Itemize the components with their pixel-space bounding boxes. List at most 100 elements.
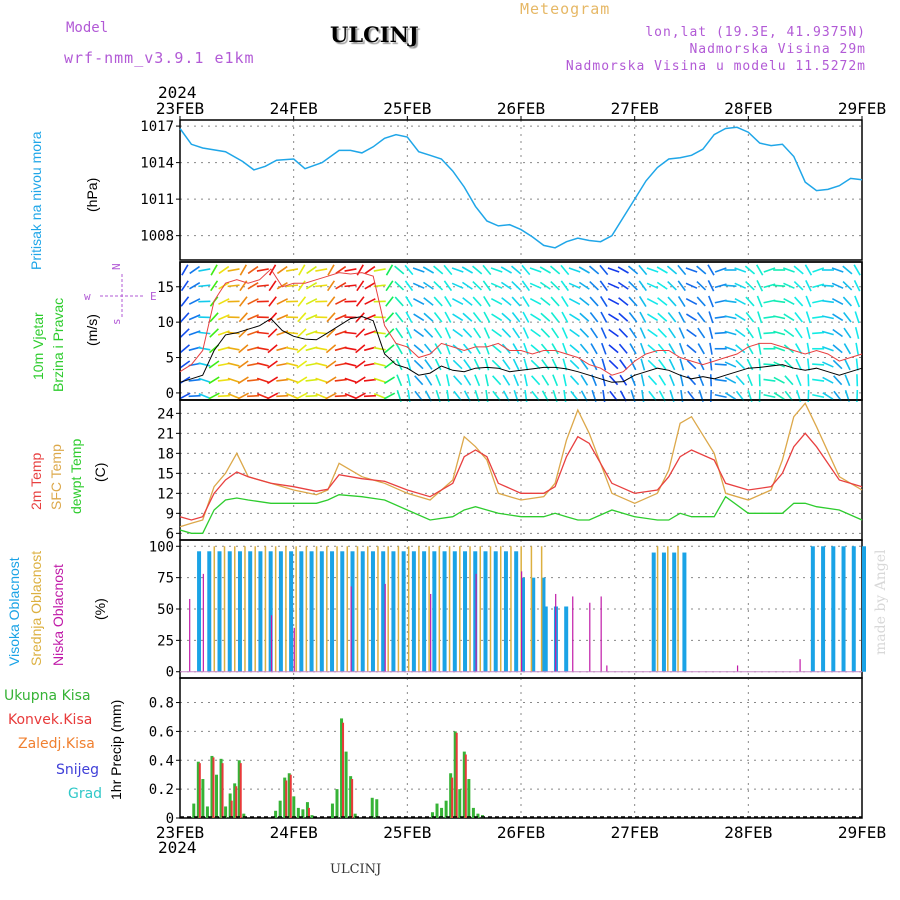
cloud-mid-bar <box>540 546 543 672</box>
wind-arrow <box>335 281 347 290</box>
cloud-high-bar <box>564 606 569 672</box>
wind-arrow <box>530 328 541 338</box>
wind-arrow <box>714 267 727 273</box>
wind-arrow <box>773 330 786 336</box>
wind-arrow <box>647 375 658 386</box>
wind-arrow <box>842 281 853 291</box>
wind-arrow <box>462 297 473 306</box>
cloud-high-bar <box>227 551 232 672</box>
wind-arrow <box>256 362 269 367</box>
wind-arrow <box>562 342 568 355</box>
wind-arrow <box>746 374 753 387</box>
wind-arrow <box>589 296 599 307</box>
wind-arrow <box>569 344 580 354</box>
wind-arrow <box>326 328 336 338</box>
cloud-high-bar <box>207 551 212 672</box>
precip-total-bar <box>462 751 466 818</box>
wind-arrow <box>180 312 190 323</box>
precip-total-bar <box>335 789 339 818</box>
wind-arrow <box>276 265 288 275</box>
precip-convective-bar <box>221 763 224 818</box>
wind-arrow <box>658 374 667 386</box>
wind-arrow <box>344 362 357 367</box>
wind-arrow <box>237 392 250 400</box>
wind-arrow <box>678 342 685 355</box>
wind-arrow <box>406 374 411 387</box>
cloud-low-bar <box>521 571 523 672</box>
wind-arrow <box>423 297 434 306</box>
wind-arrow <box>618 312 629 322</box>
wind-arrow <box>560 295 569 308</box>
wind-arrow <box>679 374 684 387</box>
wind-arrow <box>685 267 698 273</box>
wind-speed-line <box>179 315 863 383</box>
wind-arrow <box>453 390 462 402</box>
wind-arrow <box>385 296 394 307</box>
wind-arrow <box>472 265 483 275</box>
altitude-label: Nadmorska Visina 29m <box>689 42 866 57</box>
y-tick-label: 25 <box>157 633 174 649</box>
wind-arrow <box>822 392 834 400</box>
cloud-mid-bar <box>387 546 389 672</box>
legend-freezing-rain: Zaledj.Kisa <box>18 736 95 752</box>
wind-arrow <box>783 313 795 322</box>
wind-arrow <box>412 282 425 289</box>
wind-arrow <box>276 281 288 290</box>
precip-total-bar <box>375 799 379 818</box>
precip-total-bar <box>287 773 291 818</box>
cloud-mid-bar <box>264 546 267 672</box>
wind-arrow <box>685 282 698 289</box>
wind-arrow <box>628 296 638 307</box>
wind-arrow <box>763 267 776 273</box>
wind-arrow <box>756 295 763 308</box>
wind-arrow <box>609 390 618 402</box>
wind-arrow <box>474 374 481 387</box>
precip-total-bar <box>449 773 453 818</box>
wind-arrow <box>423 312 434 322</box>
y-tick-label: 1008 <box>140 229 174 245</box>
cloud-high-bar <box>682 552 687 672</box>
wind-arrow <box>208 360 220 369</box>
wind-arrow <box>568 267 581 273</box>
cloud-high-bar <box>841 546 846 672</box>
precip-convective-bar <box>230 800 233 818</box>
wind-arrow <box>344 331 357 335</box>
cloud-high-bar <box>831 546 836 672</box>
wind-arrow <box>256 284 269 288</box>
wind-arrow <box>600 311 608 323</box>
wind-arrow <box>709 358 713 371</box>
cloud-high-bar <box>543 606 548 672</box>
wind-arrow <box>601 358 607 371</box>
precip-total-bar <box>219 758 223 818</box>
cloud-low-bar <box>799 659 801 672</box>
wind-arrow <box>298 264 306 276</box>
wind-arrow <box>344 393 357 399</box>
wind-arrow <box>210 264 218 276</box>
wind-arrow <box>831 297 844 306</box>
wind-arrow <box>666 265 678 275</box>
cloud-high-bar <box>810 546 815 672</box>
wind-arrow <box>530 313 542 322</box>
wind-arrow <box>734 313 746 322</box>
cloud-high-bar <box>851 546 856 672</box>
cloud-high-bar <box>391 551 396 672</box>
cloud-low-bar <box>189 598 191 672</box>
wind-arrow <box>540 297 551 306</box>
wind-arrow <box>608 328 619 338</box>
wind-arrow <box>395 358 403 371</box>
wind-arrow <box>179 360 191 369</box>
cloud-high-bar <box>452 551 457 672</box>
wind-arrow <box>529 297 542 306</box>
wind-arrow <box>256 331 269 335</box>
wind-arrow <box>667 281 677 291</box>
wind-arrow <box>491 313 503 322</box>
wind-arrow <box>758 358 762 371</box>
wind-arrow <box>305 378 318 382</box>
cloud-high-bar <box>422 551 427 672</box>
compass-e: E <box>150 290 157 303</box>
model-altitude-label: Nadmorska Visina u modelu 11.5272m <box>565 59 866 74</box>
wind-arrow <box>539 266 551 274</box>
wind-arrow <box>363 394 377 398</box>
wind-arrow <box>629 327 638 339</box>
